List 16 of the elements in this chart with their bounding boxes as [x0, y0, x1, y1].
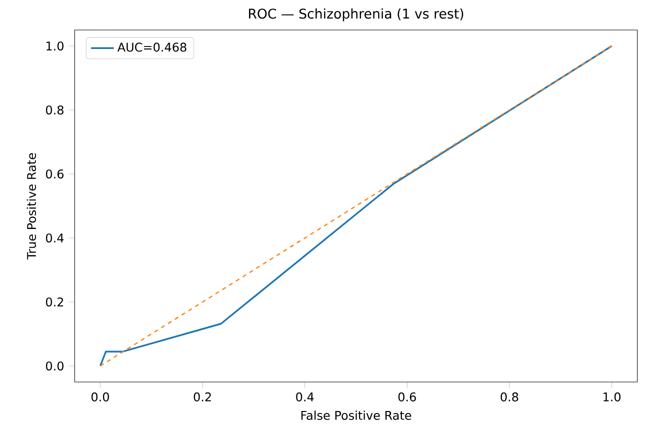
y-tick-label: 0.6: [46, 169, 64, 179]
chart-title: ROC — Schizophrenia (1 vs rest): [249, 8, 464, 22]
x-tick-label: 0.2: [194, 392, 211, 402]
x-axis-title: False Positive Rate: [301, 410, 412, 420]
x-tick-label: 0.6: [398, 392, 416, 402]
x-tick-label: 0.4: [296, 392, 314, 402]
legend-label: AUC=0.468: [117, 42, 186, 52]
x-tick-label: 0.8: [500, 392, 518, 402]
y-axis-title: True Positive Rate: [26, 153, 36, 260]
x-tick-label: 0.0: [92, 392, 109, 402]
y-tick-label: 0.0: [46, 361, 64, 371]
y-tick-label: 1.0: [46, 41, 64, 51]
y-tick-label: 0.2: [46, 297, 64, 307]
y-tick-label: 0.4: [46, 233, 64, 243]
y-tick-label: 0.8: [46, 105, 64, 115]
x-tick-label: 1.0: [604, 392, 620, 402]
